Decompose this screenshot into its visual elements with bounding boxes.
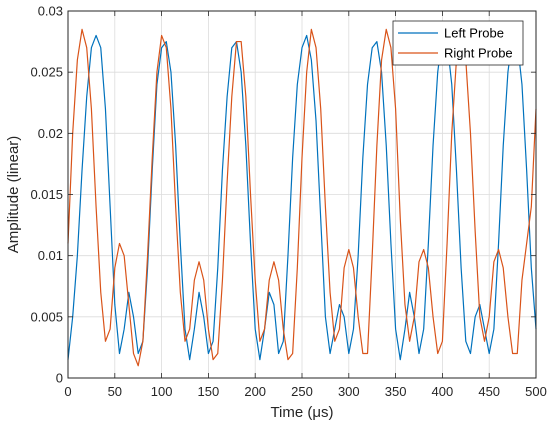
y-tick-label: 0.02 <box>38 126 63 141</box>
x-tick-label: 500 <box>525 384 547 399</box>
y-tick-label: 0.015 <box>30 187 63 202</box>
axis-ticks: 0 50 100 150 200 250 300 350 400 450 500 0 0.005 0.01… <box>30 4 546 400</box>
legend-box <box>392 20 524 66</box>
y-tick-label: 0.03 <box>38 4 63 19</box>
y-tick-label: 0.025 <box>30 65 63 80</box>
y-tick-label: 0.01 <box>38 248 63 263</box>
x-tick-label: 50 <box>108 384 122 399</box>
y-axis-label: Amplitude (linear) <box>5 136 22 254</box>
y-tick-label: 0 <box>56 371 63 386</box>
x-tick-label: 350 <box>385 384 407 399</box>
x-tick-label: 0 <box>64 384 71 399</box>
x-tick-label: 150 <box>198 384 220 399</box>
x-tick-label: 300 <box>338 384 360 399</box>
x-tick-label: 450 <box>478 384 500 399</box>
grid-lines <box>68 11 536 378</box>
x-axis-label: Time (μs) <box>270 404 333 421</box>
legend: Left Probe Right Probe <box>392 20 524 66</box>
x-tick-label: 200 <box>244 384 266 399</box>
x-tick-label: 100 <box>151 384 173 399</box>
y-tick-label: 0.005 <box>30 309 63 324</box>
x-tick-label: 250 <box>291 384 313 399</box>
legend-label-left-probe: Left Probe <box>444 26 504 41</box>
x-tick-label: 400 <box>432 384 454 399</box>
legend-label-right-probe: Right Probe <box>444 46 513 61</box>
